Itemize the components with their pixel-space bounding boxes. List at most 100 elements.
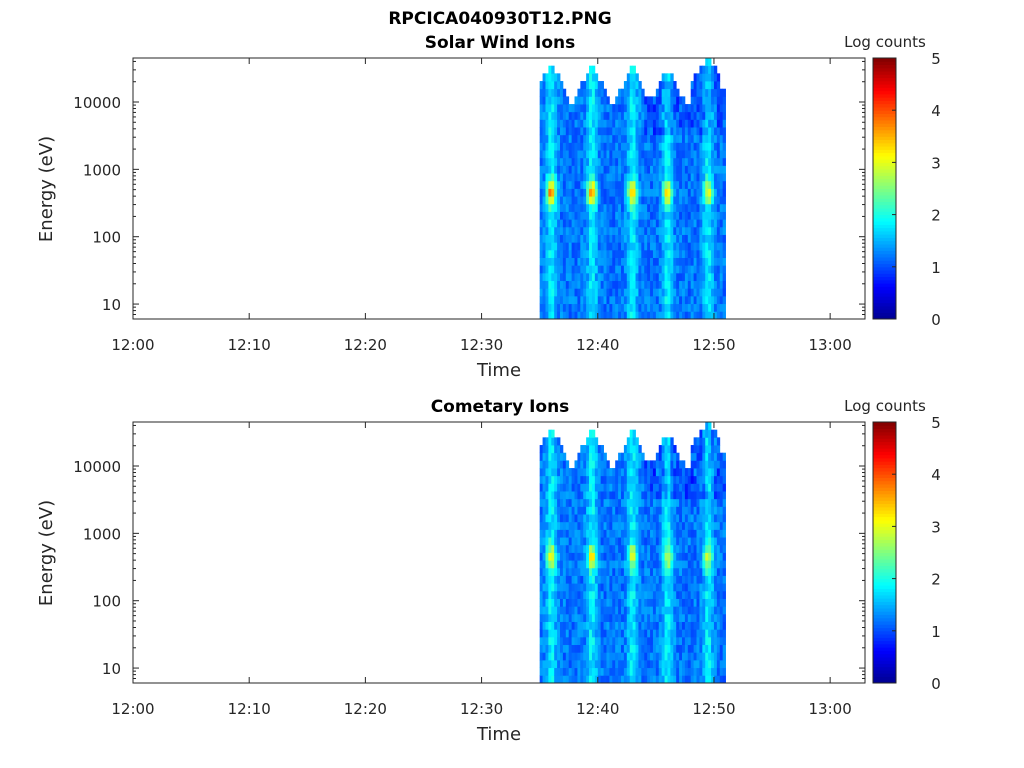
heatmap-cell (705, 629, 709, 638)
heatmap-cell (612, 636, 616, 646)
heatmap-cell (658, 560, 663, 569)
heatmap-cell (693, 514, 697, 523)
heatmap-cell (644, 242, 648, 251)
heatmap-cell (687, 303, 692, 312)
colorbar-swatch (873, 477, 896, 482)
heatmap-cell (551, 552, 555, 561)
heatmap-cell (679, 606, 683, 615)
heatmap-cell (705, 445, 709, 454)
heatmap-cell (638, 173, 642, 182)
heatmap-cell (603, 590, 607, 599)
colorbar-swatch (873, 204, 896, 209)
heatmap-cell (583, 119, 587, 128)
heatmap-cell (560, 445, 564, 454)
heatmap-cell (635, 165, 639, 174)
heatmap-cell (597, 288, 602, 297)
heatmap-cell (705, 295, 709, 305)
colorbar-tick-label: 1 (931, 623, 941, 641)
heatmap-cell (565, 552, 570, 561)
heatmap-cell (542, 613, 546, 622)
heatmap-cell (716, 529, 721, 538)
heatmap-cell (597, 506, 602, 515)
heatmap-cell (722, 111, 726, 120)
heatmap-cell (629, 311, 634, 320)
heatmap-cell (603, 598, 607, 607)
heatmap-cell (650, 111, 654, 120)
heatmap-cell (635, 452, 639, 461)
heatmap-cell (557, 226, 561, 235)
heatmap-cell (682, 659, 686, 669)
heatmap-cell (577, 675, 581, 684)
heatmap-cell (562, 119, 567, 128)
heatmap-cell (626, 529, 631, 538)
heatmap-cell (676, 196, 680, 205)
heatmap-cell (571, 226, 575, 235)
heatmap-cell (670, 498, 674, 507)
heatmap-cell (650, 590, 654, 599)
heatmap-cell (565, 265, 570, 274)
heatmap-cell (557, 73, 561, 82)
heatmap-cell (713, 475, 718, 484)
heatmap-cell (638, 249, 642, 258)
heatmap-cell (565, 272, 570, 282)
heatmap-cell (676, 265, 680, 274)
heatmap-cell (708, 226, 712, 235)
heatmap-cell (551, 437, 555, 446)
heatmap-cell (574, 257, 578, 266)
heatmap-cell (548, 311, 552, 320)
colorbar-swatch (873, 188, 896, 193)
heatmap-cell (577, 667, 581, 676)
heatmap-cell (670, 506, 674, 515)
heatmap-cell (638, 180, 642, 189)
heatmap-cell (664, 560, 668, 569)
heatmap-cell (658, 196, 663, 205)
heatmap-cell (684, 303, 689, 312)
heatmap-cell (594, 460, 599, 469)
heatmap-cell (632, 537, 636, 546)
heatmap-cell (539, 514, 543, 523)
heatmap-cell (711, 73, 715, 82)
heatmap-cell (539, 119, 543, 128)
heatmap-cell (652, 506, 657, 515)
heatmap-cell (713, 675, 718, 684)
heatmap-cell (571, 150, 575, 159)
colorbar-swatch (873, 656, 896, 661)
heatmap-cell (661, 196, 665, 205)
heatmap-cell (632, 119, 636, 128)
heatmap-cell (647, 303, 651, 312)
heatmap-cell (603, 544, 607, 553)
heatmap-cell (664, 127, 668, 136)
heatmap-cell (629, 104, 634, 113)
heatmap-cell (618, 575, 622, 584)
heatmap-cell (684, 491, 689, 500)
heatmap-cell (583, 142, 587, 151)
colorbar-swatch (873, 208, 896, 212)
heatmap-cell (687, 537, 692, 546)
heatmap-cell (565, 598, 570, 607)
heatmap-cell (652, 196, 657, 205)
heatmap-cell (693, 219, 697, 228)
heatmap-cell (568, 529, 573, 538)
heatmap-cell (539, 295, 543, 305)
heatmap-cell (682, 234, 686, 243)
heatmap-cell (586, 203, 590, 212)
heatmap-cell (594, 150, 599, 159)
heatmap-cell (560, 311, 564, 320)
heatmap-cell (647, 234, 651, 243)
heatmap-cell (571, 491, 575, 500)
heatmap-cell (548, 180, 552, 189)
heatmap-cell (539, 468, 543, 477)
heatmap-cell (583, 491, 587, 500)
heatmap-cell (542, 452, 546, 461)
heatmap-cell (606, 265, 610, 274)
heatmap-cell (583, 134, 587, 143)
heatmap-cell (629, 257, 634, 266)
heatmap-cell (560, 88, 564, 97)
heatmap-cell (708, 196, 712, 205)
heatmap-cell (591, 544, 596, 553)
colorbar-swatch (873, 286, 896, 291)
heatmap-cell (580, 303, 584, 312)
heatmap-cell (661, 73, 665, 82)
heatmap-cell (664, 142, 668, 151)
